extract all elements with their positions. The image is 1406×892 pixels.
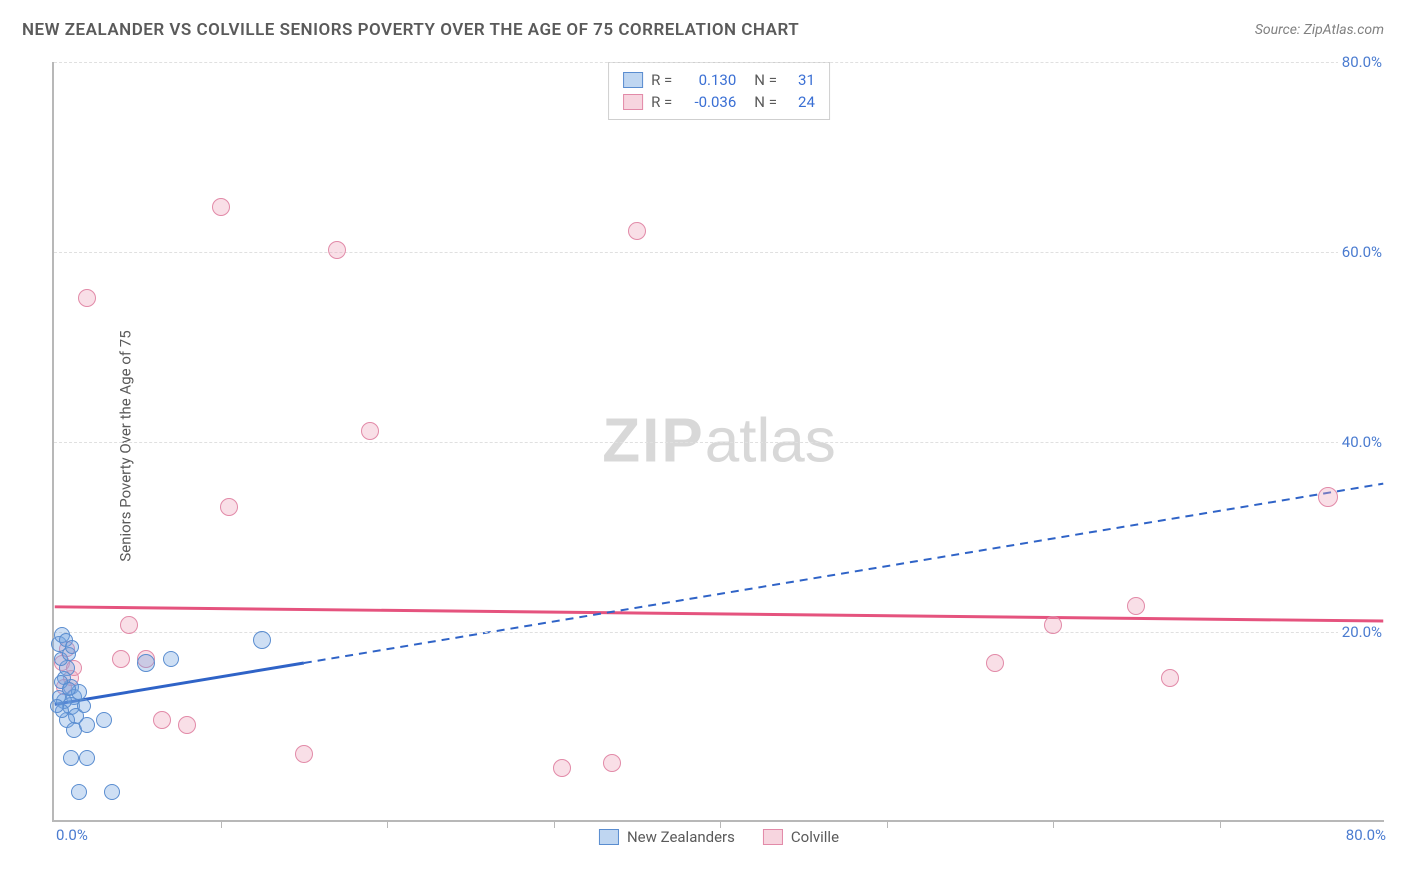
data-point [1318, 487, 1338, 507]
y-tick-label: 60.0% [1338, 243, 1386, 261]
data-point [79, 717, 95, 733]
series-legend: New Zealanders Colville [599, 828, 839, 846]
x-tick [387, 820, 388, 828]
data-point [63, 750, 79, 766]
chart-title: NEW ZEALANDER VS COLVILLE SENIORS POVERT… [22, 20, 799, 40]
n-value: 31 [785, 69, 815, 91]
x-tick [1053, 820, 1054, 828]
x-tick [887, 820, 888, 828]
data-point [212, 198, 230, 216]
data-point [104, 784, 120, 800]
legend-swatch [599, 829, 619, 845]
data-point [986, 654, 1004, 672]
regression-lines [54, 62, 1384, 820]
data-point [220, 498, 238, 516]
n-label: N = [754, 69, 777, 91]
data-point [50, 699, 64, 713]
gridline [54, 632, 1384, 633]
data-point [1044, 616, 1062, 634]
gridline [54, 442, 1384, 443]
data-point [79, 750, 95, 766]
data-point [1161, 669, 1179, 687]
data-point [65, 640, 79, 654]
data-point [71, 784, 87, 800]
data-point [628, 222, 646, 240]
n-label: N = [754, 91, 777, 113]
data-point [295, 745, 313, 763]
legend-stats-box: R = 0.130 N = 31 R = -0.036 N = 24 [608, 62, 830, 120]
watermark: ZIPatlas [602, 406, 835, 477]
data-point [361, 422, 379, 440]
y-tick-label: 80.0% [1338, 53, 1386, 71]
x-tick [720, 820, 721, 828]
legend-item: New Zealanders [599, 828, 735, 846]
x-axis-min-label: 0.0% [56, 826, 88, 844]
r-label: R = [651, 69, 672, 91]
legend-swatch [763, 829, 783, 845]
data-point [78, 289, 96, 307]
legend-stat-row: R = -0.036 N = 24 [623, 91, 815, 113]
data-point [1127, 597, 1145, 615]
data-point [120, 616, 138, 634]
r-label: R = [651, 91, 672, 113]
legend-label: Colville [791, 828, 839, 846]
data-point [163, 651, 179, 667]
source-label: Source: ZipAtlas.com [1255, 22, 1384, 38]
legend-swatch [623, 72, 643, 88]
scatter-plot: ZIPatlas R =0.130N =31R =-0.036N =24 0.0… [52, 62, 1384, 822]
x-tick [554, 820, 555, 828]
data-point [328, 241, 346, 259]
data-point [77, 699, 91, 713]
y-tick-label: 40.0% [1338, 433, 1386, 451]
gridline [54, 252, 1384, 253]
legend-label: New Zealanders [627, 828, 735, 846]
r-value: 0.130 [680, 69, 736, 91]
data-point [553, 759, 571, 777]
data-point [96, 712, 112, 728]
r-value: -0.036 [680, 91, 736, 113]
data-point [178, 716, 196, 734]
n-value: 24 [785, 91, 815, 113]
y-tick-label: 20.0% [1338, 623, 1386, 641]
legend-item: Colville [763, 828, 839, 846]
data-point [62, 682, 76, 696]
gridline [54, 62, 1384, 63]
legend-swatch [623, 94, 643, 110]
data-point [137, 654, 155, 672]
x-tick [221, 820, 222, 828]
data-point [253, 631, 271, 649]
data-point [112, 650, 130, 668]
legend-stat-row: R = 0.130 N = 31 [623, 69, 815, 91]
x-axis-max-label: 80.0% [1346, 826, 1386, 844]
x-tick [1220, 820, 1221, 828]
data-point [153, 711, 171, 729]
data-point [603, 754, 621, 772]
